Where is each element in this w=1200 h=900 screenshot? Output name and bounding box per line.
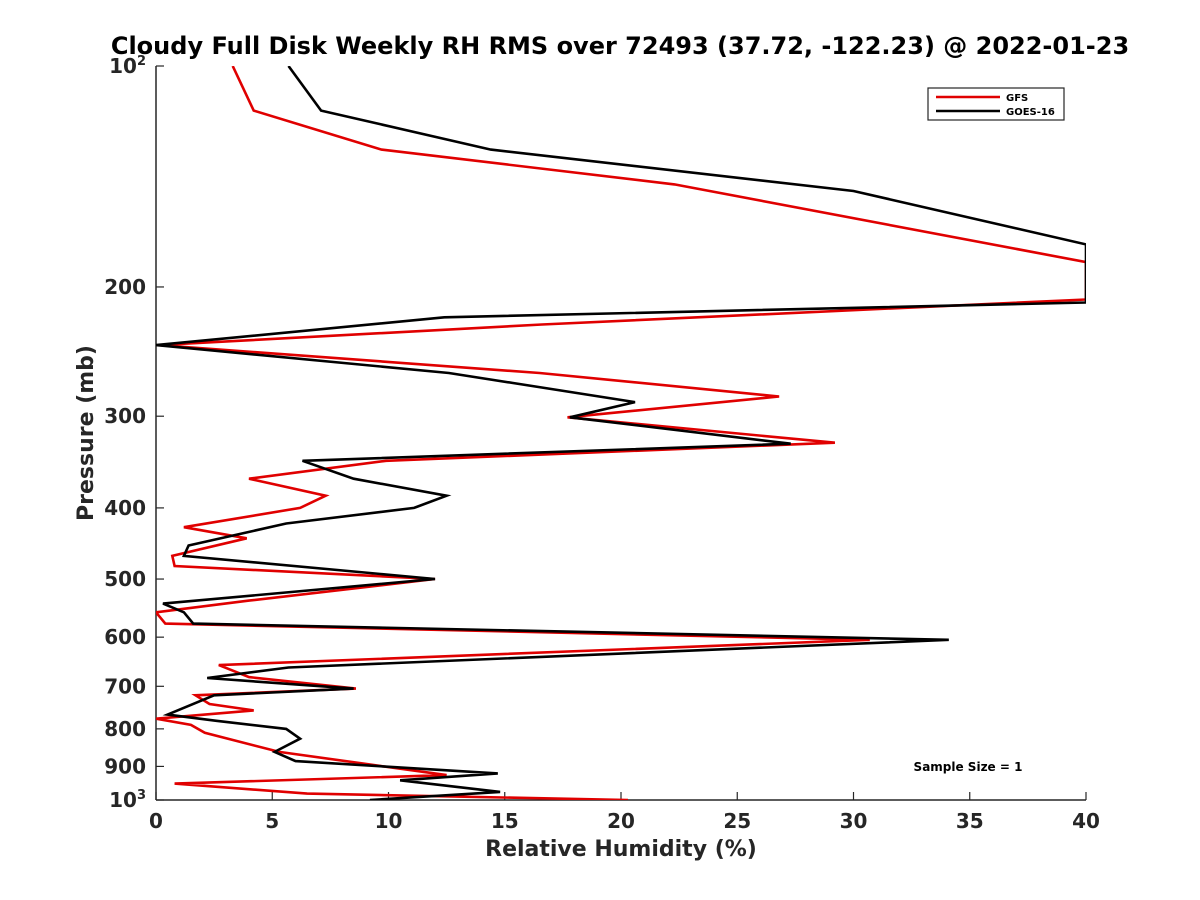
x-tick-label: 15 (491, 809, 519, 833)
x-tick-label: 0 (149, 809, 163, 833)
sample-size-annotation: Sample Size = 1 (914, 760, 1023, 774)
series-layer (156, 66, 1086, 800)
y-tick-base: 10 (109, 788, 137, 812)
y-tick-label: 500 (104, 567, 146, 591)
legend-entry-label: GOES-16 (1006, 107, 1055, 118)
x-tick-label: 25 (723, 809, 751, 833)
x-tick-label: 20 (607, 809, 635, 833)
x-axis-label: Relative Humidity (%) (485, 837, 757, 862)
x-tick-label: 10 (375, 809, 403, 833)
y-tick-exponent: 2 (137, 54, 146, 69)
y-tick-label: 400 (104, 496, 146, 520)
legend-entry-label: GFS (1006, 93, 1028, 104)
y-tick-label: 900 (104, 754, 146, 778)
x-tick-label: 35 (956, 809, 984, 833)
y-tick-exponent: 3 (137, 788, 146, 803)
series-line-gfs (156, 66, 1086, 800)
x-tick-label: 5 (265, 809, 279, 833)
legend-box (927, 87, 1065, 121)
y-tick-label: 102 (109, 54, 146, 78)
y-tick-label: 600 (104, 625, 146, 649)
y-tick-label: 700 (104, 674, 146, 698)
chart-title: Cloudy Full Disk Weekly RH RMS over 7249… (111, 32, 1129, 60)
y-tick-label: 300 (104, 404, 146, 428)
y-tick-label: 103 (109, 788, 146, 812)
y-tick-base: 10 (109, 54, 137, 78)
x-tick-label: 30 (840, 809, 868, 833)
y-tick-label: 800 (104, 717, 146, 741)
x-tick-label: 40 (1072, 809, 1100, 833)
series-line-goes-16 (156, 66, 1086, 800)
y-tick-label: 200 (104, 275, 146, 299)
y-axis-label: Pressure (mb) (74, 345, 99, 521)
legend: GFS GOES-16 (927, 87, 1065, 121)
